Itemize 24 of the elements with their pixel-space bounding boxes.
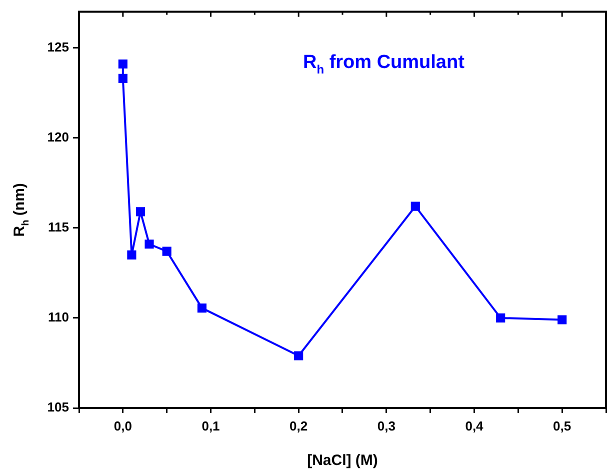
x-tick-label: 0,4 bbox=[465, 418, 484, 434]
point bbox=[144, 240, 154, 249]
x-tick-label: 0,2 bbox=[290, 418, 308, 434]
point bbox=[127, 250, 136, 260]
y-tick-label: 115 bbox=[48, 219, 69, 234]
x-tick-label: 0,3 bbox=[377, 418, 396, 434]
x-axis-title: [NaCl] (M) bbox=[307, 452, 378, 469]
x-tick-label: 0,0 bbox=[114, 418, 132, 434]
point bbox=[118, 59, 128, 69]
point bbox=[118, 74, 128, 83]
y-tick-label: 110 bbox=[48, 310, 69, 325]
y-axis-title: Rh (nm) bbox=[11, 183, 32, 237]
point bbox=[496, 313, 506, 322]
point bbox=[197, 304, 206, 313]
point bbox=[294, 351, 304, 360]
point bbox=[162, 246, 172, 256]
point bbox=[558, 315, 567, 324]
point bbox=[136, 207, 146, 216]
x-tick-label: 0,1 bbox=[202, 418, 220, 434]
y-tick-label: 120 bbox=[47, 129, 69, 144]
point bbox=[410, 202, 420, 211]
y-tick-label: 105 bbox=[47, 400, 69, 415]
y-tick-label: 125 bbox=[47, 39, 69, 54]
x-tick-label: 0,5 bbox=[553, 418, 572, 434]
